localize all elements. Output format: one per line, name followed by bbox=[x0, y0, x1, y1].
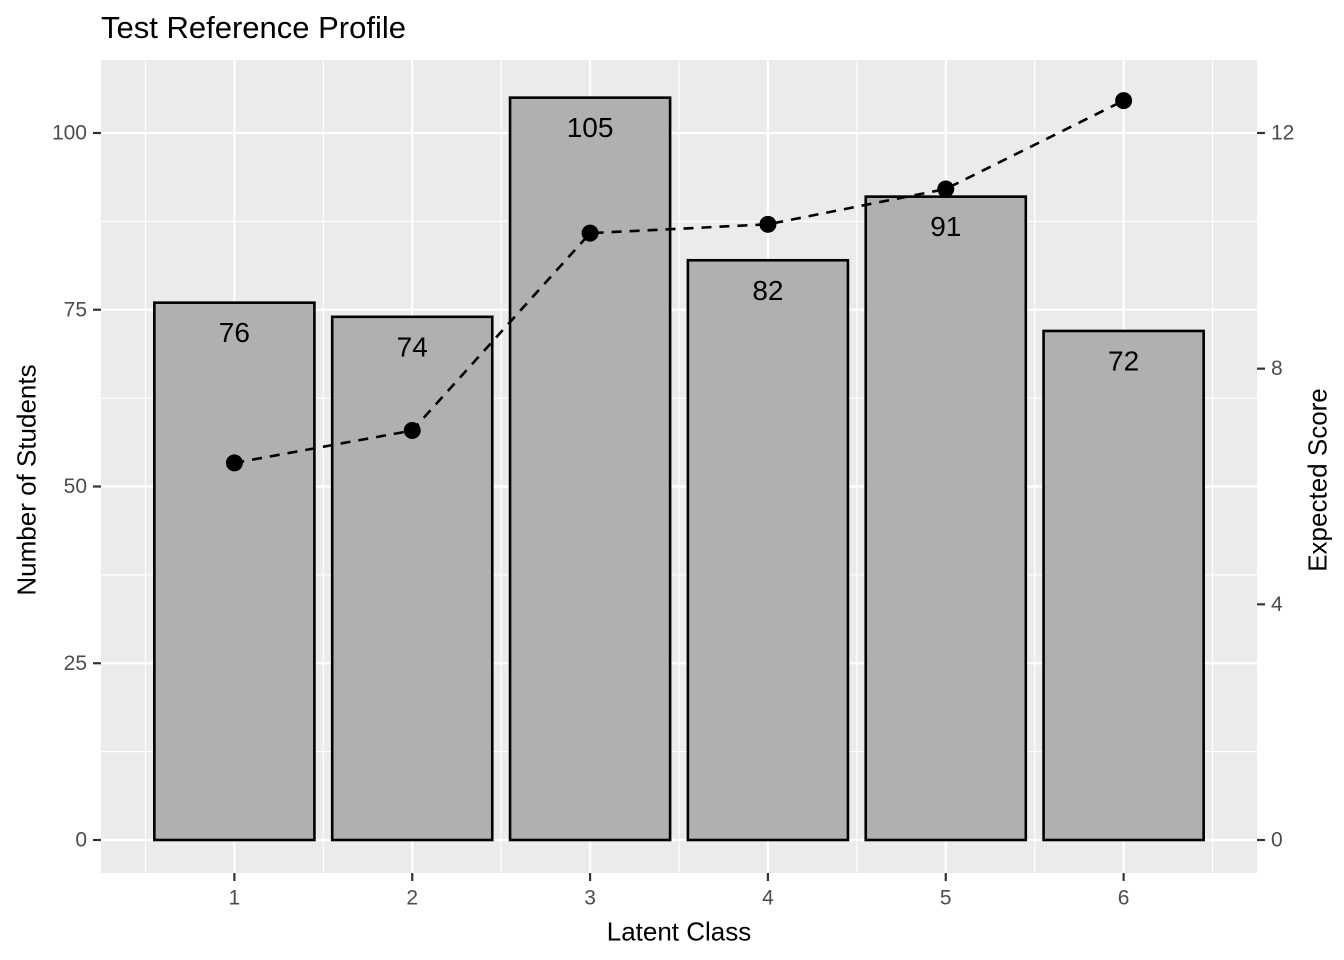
x-axis-tick-label: 3 bbox=[584, 887, 596, 910]
bar-class-5 bbox=[864, 195, 1028, 842]
bar-class-6 bbox=[1042, 329, 1205, 842]
x-axis-tick-label: 1 bbox=[229, 887, 241, 910]
right-axis-tick-label: 4 bbox=[1271, 593, 1283, 616]
right-axis-tick-label: 12 bbox=[1271, 122, 1294, 145]
bar-label-class-3: 105 bbox=[567, 112, 614, 143]
left-axis-tick-label: 50 bbox=[64, 475, 87, 498]
left-axis-title: Number of Students bbox=[11, 364, 42, 596]
expected-score-line bbox=[234, 99, 1125, 465]
right-axis-title: Expected Score bbox=[1302, 388, 1333, 572]
left-axis-tick-label: 0 bbox=[75, 829, 87, 852]
x-axis-tick-label: 5 bbox=[940, 887, 952, 910]
expected-score-point-class-3 bbox=[581, 224, 599, 242]
bar-label-class-5: 91 bbox=[930, 211, 961, 242]
expected-score-point-class-2 bbox=[403, 422, 421, 440]
bar-class-3 bbox=[508, 96, 672, 842]
bar-class-1 bbox=[153, 301, 316, 842]
x-axis-tick-label: 4 bbox=[762, 887, 774, 910]
left-axis-tick-label: 25 bbox=[64, 652, 87, 675]
right-axis-tick-label: 0 bbox=[1271, 829, 1283, 852]
bar-label-class-4: 82 bbox=[752, 275, 783, 306]
x-axis-tick-label: 2 bbox=[406, 887, 418, 910]
bar-label-class-2: 74 bbox=[397, 331, 428, 362]
bar-class-4 bbox=[686, 258, 850, 842]
bar-class-2 bbox=[330, 315, 494, 842]
bar-label-class-1: 76 bbox=[219, 317, 250, 348]
bar-label-class-6: 72 bbox=[1108, 345, 1139, 376]
expected-score-point-class-1 bbox=[225, 454, 243, 472]
plot-title: Test Reference Profile bbox=[101, 10, 406, 45]
left-axis-tick-label: 100 bbox=[52, 122, 87, 145]
expected-score-point-class-4 bbox=[759, 215, 777, 233]
x-axis-tick-label: 6 bbox=[1118, 887, 1130, 910]
right-axis-tick-label: 8 bbox=[1271, 357, 1283, 380]
expected-score-point-class-6 bbox=[1115, 92, 1133, 110]
expected-score-point-class-5 bbox=[937, 180, 955, 198]
left-axis-tick-label: 75 bbox=[64, 298, 87, 321]
x-axis-title: Latent Class bbox=[606, 916, 752, 947]
